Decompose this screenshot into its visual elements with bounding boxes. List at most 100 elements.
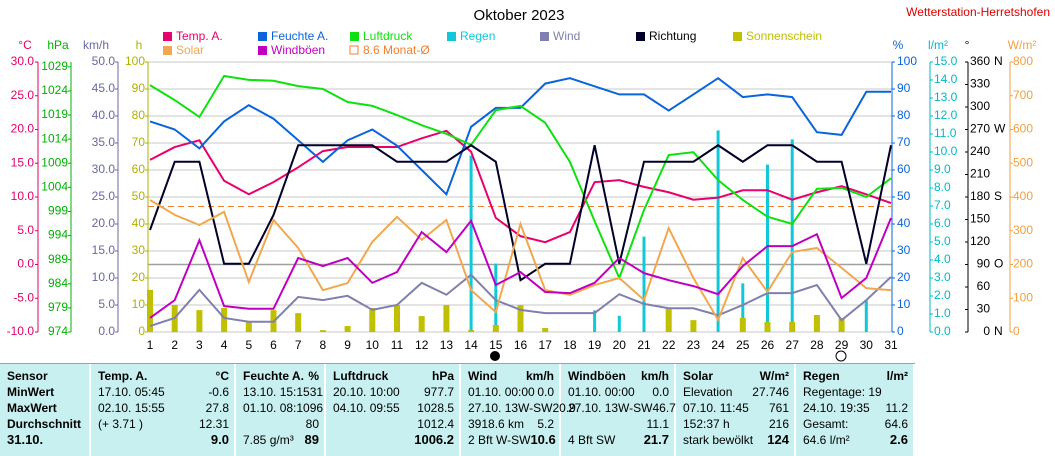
bar [716,130,720,332]
table-column: Wind km/h 01.10. 00:00 0.0 27.10. 13W-SW 20.9… [461,364,576,456]
legend-label: Windböen [271,43,325,57]
bar [468,330,475,332]
table-column: Regen l/m² Regentage: 19 24.10. 19:35 11.2 Ge… [796,364,915,456]
y-tick-label: 200 [1013,257,1033,271]
y-tick-label: 4.0 [934,252,951,266]
table-row: 152:37 h 216 [683,416,789,432]
table-row: stark bewölkt 124 [683,432,789,448]
series-line [149,74,892,281]
x-tick-label: 1 [147,338,154,352]
x-tick-label: 23 [687,338,701,352]
table-row: Regentage: 19 [803,384,908,400]
y-tick-label: 1029 [41,59,68,73]
legend-swatch [350,32,359,41]
table-row: 9.0 [98,432,229,448]
table-row: 01.10. 00:00 0.0 [568,384,669,400]
cell-value: 1012.4 [417,417,454,431]
cell-left: 13.10. 15:15 [243,385,310,399]
cell-value: 80 [305,417,319,431]
x-tick-label: 2 [171,338,178,352]
y-tick-label: 3.0 [934,270,951,284]
bar [443,305,450,332]
y-tick-label: 30.0 [92,162,116,176]
y-tick-label: 40 [897,216,911,230]
table-row: MinWert [7,384,84,400]
y-tick-label: 100 [897,54,917,68]
y-tick-label: 994 [48,228,68,242]
cell-value: 21.7 [643,432,669,447]
column-unit: km/h [525,369,554,383]
cell-left: Elevation [683,385,733,399]
x-tick-label: 18 [563,338,577,352]
x-tick-label: 22 [662,338,676,352]
x-tick-label: 12 [415,338,429,352]
chart: Oktober 2023 Wetterstation-Herretshofen … [7,5,1050,362]
cell-value: 27.8 [205,401,229,415]
x-tick-label: 15 [489,338,503,352]
bar [344,326,351,332]
table-row: Sensor [7,368,84,384]
legend-swatch [163,46,172,55]
cell-left: 07.10. 11:45 [683,401,749,415]
y-tick-label: 210 [970,167,990,181]
cell-value: 5.2 [537,417,554,431]
y-tick-label: 974 [48,324,68,338]
series-line [149,217,892,319]
bar [617,315,621,332]
row-label: 31.10. [7,432,44,447]
row-label: Durchschnitt [7,417,82,431]
bar [369,307,376,332]
bar [147,289,153,332]
y-tick-label: 5.0 [17,223,34,237]
x-tick-label: 21 [637,338,651,352]
table-row: 4 Bft SW 21.7 [568,432,669,448]
legend-label: Luftdruck [363,29,413,43]
y-tick-label: 60 [132,162,146,176]
cell-left: 27.10. 13W-SW [468,401,553,415]
table-row: 80 [243,416,319,432]
y-tick-label: 0 [138,324,145,338]
y-tick-label: 80 [897,108,911,122]
y-tick-label: 60 [977,279,991,293]
y-tick-label: 50 [897,189,911,203]
cell-value: 761 [768,401,789,415]
y-tick-label: 1019 [41,107,68,121]
cell-left: 64.6 l/m² [803,433,850,447]
y-tick-label: 90 [132,81,146,95]
x-tick-label: 20 [613,338,627,352]
axis-unit: h [136,38,143,52]
table-row: Feuchte A.% [243,368,319,384]
cell-value: 977.7 [423,385,454,399]
y-tick-label: -5.0 [13,290,34,304]
bar [790,139,794,332]
series-line [149,199,892,323]
bar [838,317,845,332]
y-tick-label: 10.0 [92,270,116,284]
column-unit: hPa [431,369,454,383]
row-label: MinWert [7,385,55,399]
column-header: Regen [803,369,840,383]
x-tick-label: 17 [539,338,553,352]
table-row: 31.10. [7,432,84,448]
legend-label: Wind [553,29,580,43]
legend-swatch [258,46,267,55]
row-label: MaxWert [7,401,57,415]
compass-label: O [994,257,1003,271]
legend-label: 8.6 Monat-Ø [363,43,430,57]
axis-unit: ° [965,38,970,52]
y-tick-label: 400 [1013,189,1033,203]
table-row: 17.10. 05:45 -0.6 [98,384,229,400]
station-name: Wetterstation-Herretshofen [906,5,1050,19]
y-tick-label: 270 [970,122,990,136]
moon-new [835,350,847,362]
y-tick-label: 1024 [41,83,68,97]
y-tick-label: 0 [983,324,990,338]
y-tick-label: 15.0 [92,243,116,257]
cell-left: 01.10. 08:10 [243,401,310,415]
compass-label: N [994,54,1003,68]
y-tick-label: 0.0 [934,324,951,338]
y-tick-label: 40.0 [92,108,116,122]
y-tick-label: 50 [132,189,146,203]
cell-value: 12.31 [198,417,229,431]
x-tick-label: 4 [221,338,228,352]
